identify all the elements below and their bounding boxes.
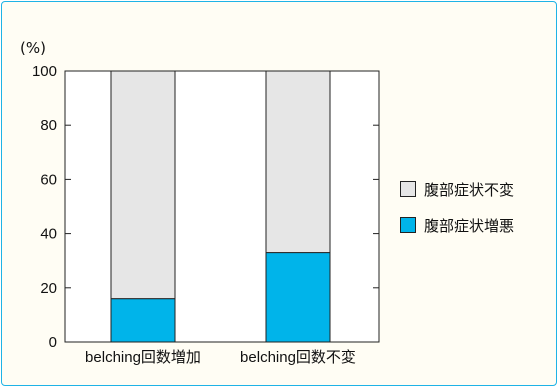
bar-segment-worsened <box>110 298 176 343</box>
y-tick-label: 80 <box>40 117 57 134</box>
legend-swatch-unchanged <box>400 181 416 197</box>
y-tick-label: 20 <box>40 280 57 297</box>
legend-item-worse: 腹部症状増悪 <box>400 214 514 236</box>
legend-item-fumei: 腹部症状不変 <box>400 178 514 200</box>
chart-legend: 腹部症状不変 腹部症状増悪 <box>400 178 514 250</box>
chart-bars <box>110 70 331 343</box>
y-tick-label: 100 <box>32 63 57 80</box>
bar-segment-unchanged <box>110 70 176 300</box>
y-tick-label: 60 <box>40 171 57 188</box>
bar-segment-worsened <box>265 252 331 343</box>
legend-label-worsened: 腹部症状増悪 <box>424 216 515 235</box>
y-tick-label: 40 <box>40 226 57 243</box>
y-unit-label: (%) <box>20 39 46 57</box>
legend-label-unchanged: 腹部症状不変 <box>424 180 515 199</box>
chart-labels: 0 20 40 60 80 100 (%) belching回数増加 belching回数不変 <box>20 39 356 366</box>
bar-segment-unchanged <box>265 70 331 254</box>
x-category-label: belching回数増加 <box>85 349 201 366</box>
x-category-label: belching回数不変 <box>240 349 356 366</box>
legend-swatch-worsened <box>400 217 416 233</box>
y-tick-label: 0 <box>49 334 57 351</box>
